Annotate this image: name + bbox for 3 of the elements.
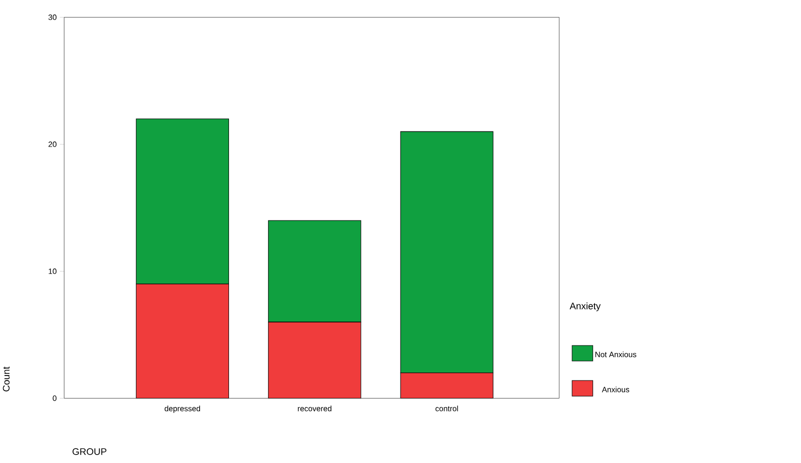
y-axis-title: Count (2, 366, 10, 392)
x-axis-title: GROUP (72, 448, 106, 455)
legend-title: Anxiety (570, 302, 601, 312)
